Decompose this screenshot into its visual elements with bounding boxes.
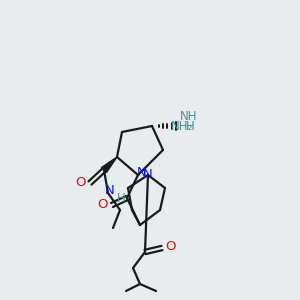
Text: NH: NH xyxy=(180,110,198,122)
Text: O: O xyxy=(98,199,108,212)
Text: N: N xyxy=(136,167,146,179)
Text: O: O xyxy=(166,239,176,253)
Text: N: N xyxy=(105,184,115,197)
Text: NH₂: NH₂ xyxy=(171,119,193,133)
Text: N: N xyxy=(143,169,153,182)
Text: O: O xyxy=(76,176,86,190)
Text: H: H xyxy=(117,191,125,205)
Polygon shape xyxy=(101,157,117,172)
Text: H: H xyxy=(186,119,194,133)
